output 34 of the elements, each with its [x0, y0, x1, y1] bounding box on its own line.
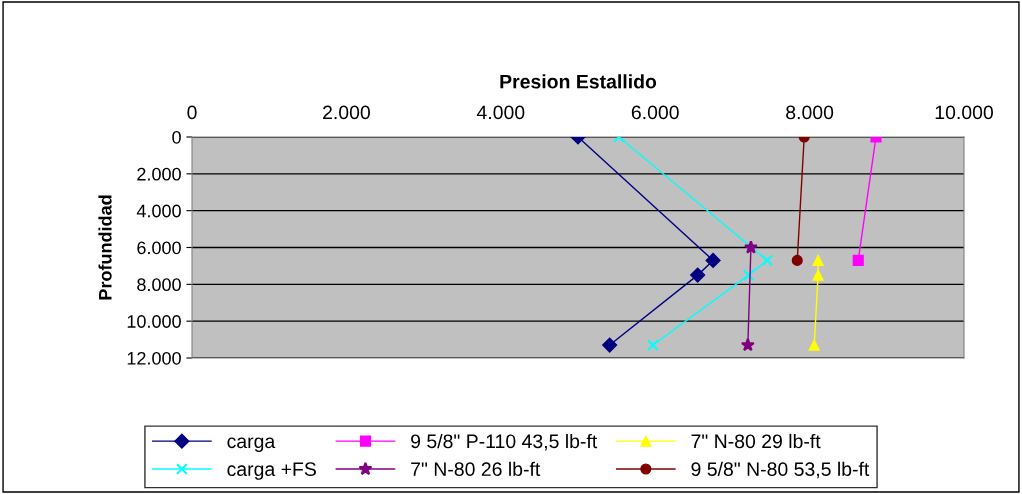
x-tick-label: 10.000 [935, 105, 993, 120]
point [690, 267, 706, 283]
x-tick-label: 2.000 [323, 105, 370, 120]
legend-label: 9 5/8" N-80 53,5 lb-ft [691, 461, 870, 479]
legend-label: 9 5/8" P-110 43,5 lb-ft [411, 433, 598, 451]
y-tick-label: 4.000 [136, 204, 181, 218]
y-tick-label: 10.000 [127, 315, 181, 328]
legend-label: 7" N-80 29 lb-ft [691, 433, 821, 449]
y-tick-label: 0 [172, 130, 181, 144]
y-tick-label: 2.000 [137, 167, 181, 181]
point [761, 254, 774, 267]
x-tick-label: 4.000 [476, 105, 525, 120]
point [646, 339, 659, 352]
y-axis-title: Profundidad [98, 195, 112, 300]
point [602, 337, 618, 353]
point [791, 254, 803, 266]
point [812, 254, 824, 266]
point [705, 252, 721, 268]
point [852, 254, 864, 266]
point [743, 240, 758, 254]
point [808, 339, 820, 351]
legend-label: carga +FS [227, 462, 316, 480]
x-tick-label: 8.000 [786, 105, 834, 120]
x-tick-label: 6.000 [631, 105, 679, 120]
y-tick-label: 6.000 [137, 241, 181, 255]
y-tick-label: 8.000 [137, 278, 181, 292]
legend-label: 7" N-80 26 lb-ft [411, 461, 541, 477]
chart-title: Presion Estallido [500, 74, 657, 89]
legend-label: carga [227, 437, 276, 453]
point [742, 269, 755, 282]
point [740, 337, 755, 352]
point [812, 269, 824, 281]
x-tick-label: 0 [187, 105, 197, 120]
y-tick-label: 12.000 [127, 351, 181, 365]
